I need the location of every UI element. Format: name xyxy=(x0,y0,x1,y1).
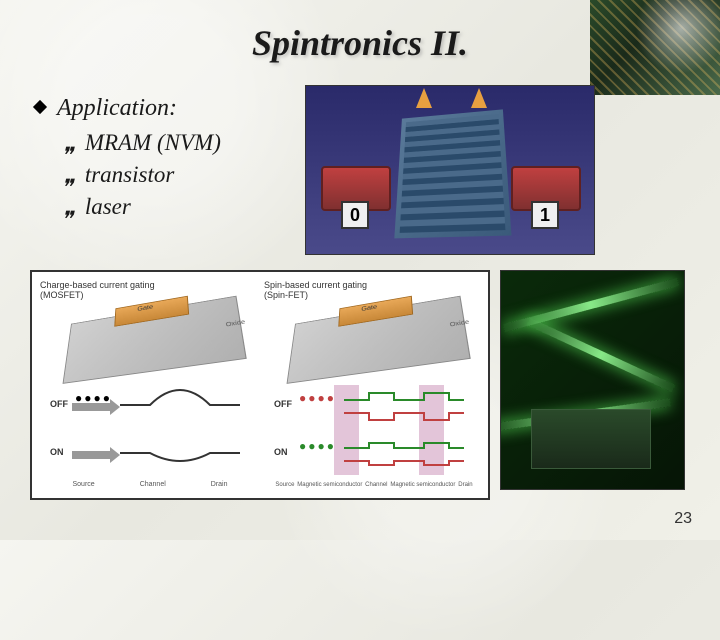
sub-item-label: transistor xyxy=(85,162,174,187)
mram-label-1: 1 xyxy=(531,201,559,229)
fet-comparison-figure: Charge-based current gating(MOSFET) Gate… xyxy=(30,270,490,500)
sub-item-laser: ❝laser xyxy=(67,194,221,222)
fet-spinfet-device: Gate Oxide xyxy=(287,296,471,384)
off-label: OFF xyxy=(50,399,68,409)
sub-item-label: MRAM (NVM) xyxy=(85,130,221,155)
sub-item-label: laser xyxy=(85,194,131,219)
main-bullet: Application: xyxy=(35,95,221,122)
sub-item-transistor: ❝transistor xyxy=(67,162,221,190)
mram-figure: 0 1 xyxy=(305,85,595,255)
content-list: Application: ❝MRAM (NVM) ❝transistor ❝la… xyxy=(35,95,221,226)
sub-item-mram: ❝MRAM (NVM) xyxy=(67,130,221,158)
off-label: OFF xyxy=(274,399,292,409)
oxide-label: Oxide xyxy=(449,319,469,328)
mram-label-0: 0 xyxy=(341,201,369,229)
fet-spinfet-band-diagram: OFF ●●●● ON ●●●● xyxy=(274,385,474,480)
page-number: 23 xyxy=(674,510,692,528)
slide-title: Spintronics II. xyxy=(0,22,720,64)
fet-mosfet-panel: Charge-based current gating(MOSFET) Gate… xyxy=(40,280,260,490)
fet-mosfet-device: Gate Oxide xyxy=(63,296,247,384)
fet-mosfet-labels: Source Channel Drain xyxy=(50,481,250,488)
fet-spinfet-labels: Source Magnetic semiconductor Channel Ma… xyxy=(274,482,474,488)
fet-mosfet-band-diagram: OFF ●●●● ON xyxy=(50,385,250,480)
mram-chip xyxy=(394,109,511,238)
fet-spinfet-panel: Spin-based current gating(Spin-FET) Gate… xyxy=(264,280,484,490)
oxide-label: Oxide xyxy=(225,319,245,328)
laser-figure xyxy=(500,270,685,490)
on-label: ON xyxy=(50,447,64,457)
on-label: ON xyxy=(274,447,288,457)
